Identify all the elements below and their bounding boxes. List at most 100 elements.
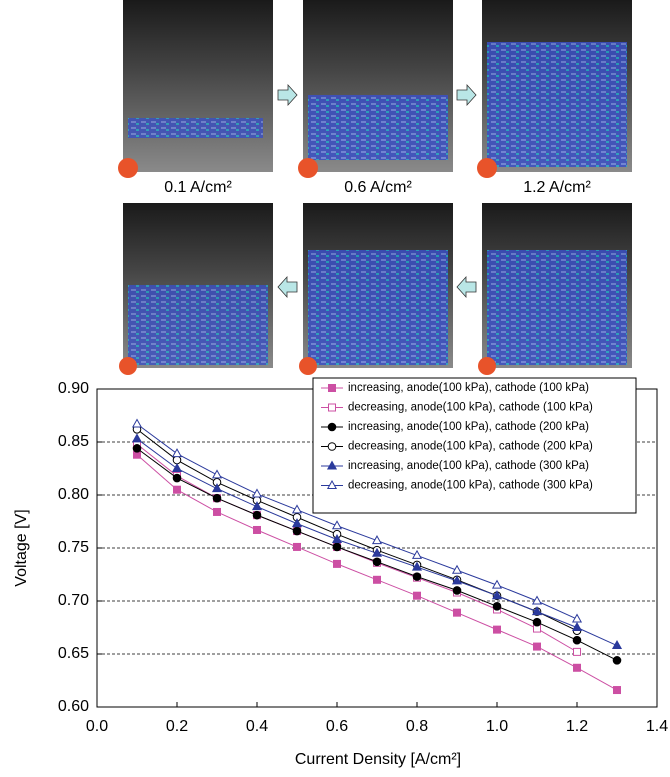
marker [451,564,463,574]
series-line [136,423,578,620]
x-tick-label: 0.2 [166,718,188,735]
hotspot [118,158,138,178]
x-tick-label: 0.4 [246,718,268,735]
hotspot [299,357,317,375]
panel-label: 0.6 A/cm² [344,179,412,196]
marker [171,448,183,458]
water-region [308,95,448,160]
x-tick-label: 0.8 [406,718,428,735]
marker [211,469,223,479]
x-tick-label: 1.2 [566,718,588,735]
x-tick-label: 1.4 [646,718,668,735]
marker [331,533,343,544]
marker [613,686,621,695]
thermal-image [123,0,273,172]
water-region [128,118,263,138]
marker [327,422,337,432]
marker [531,606,543,616]
arrow [456,83,477,107]
y-tick-label: 0.65 [58,645,89,662]
marker [452,586,462,595]
marker [491,579,503,589]
marker [291,504,303,514]
water-region [128,285,268,365]
marker [453,608,461,617]
water-region [308,250,448,365]
marker [131,418,143,428]
hotspot [119,357,137,375]
marker [252,510,262,520]
arrow [456,275,477,299]
marker [532,617,542,627]
panel-label: 1.2 A/cm² [523,179,591,196]
marker [212,493,222,503]
marker [413,591,421,600]
marker [573,647,581,656]
legend: increasing, anode(100 kPa), cathode (100… [312,377,637,514]
marker [411,561,423,571]
marker [251,501,263,511]
legend-label: decreasing, anode(100 kPa), cathode (100… [348,402,593,414]
hotspot [298,158,318,178]
images: 0.1 A/cm² 0.6 A/cm² 1.2 A/cm² [118,0,632,375]
y-tick-label: 0.60 [58,698,89,715]
marker [573,663,581,672]
marker [492,602,502,611]
marker [171,462,183,472]
arrow [277,275,298,299]
y-tick-label: 0.85 [58,433,89,450]
marker [491,590,503,600]
marker [326,479,338,489]
water-region [487,250,627,365]
marker [173,485,181,494]
legend-label: increasing, anode(100 kPa), cathode (200… [348,421,589,433]
x-tick-label: 0.0 [86,718,108,735]
marker [572,635,582,645]
legend-box [312,377,637,514]
marker [373,575,381,584]
marker [451,575,463,585]
marker [328,384,336,392]
marker [611,639,623,650]
y-tick-label: 0.90 [58,380,89,397]
marker [371,535,383,545]
marker [211,483,223,493]
legend-label: decreasing, anode(100 kPa), cathode (200… [348,441,593,453]
y-tick-label: 0.75 [58,539,89,556]
marker [291,518,303,528]
marker [371,547,383,557]
marker [131,433,143,443]
legend-label: decreasing, anode(100 kPa), cathode (300… [348,480,593,492]
panel-label: 0.1 A/cm² [164,179,232,196]
marker [328,403,336,412]
marker [571,613,583,623]
marker [132,444,142,453]
x-axis-label: Current Density [A/cm²] [295,751,461,768]
arrow [277,83,298,107]
legend-label: increasing, anode(100 kPa), cathode (300… [348,460,589,472]
x-tick-label: 1.0 [486,718,508,735]
marker [326,460,338,470]
marker [533,642,541,651]
marker [372,557,382,567]
marker [333,559,341,568]
marker [412,572,422,581]
marker [172,473,182,483]
x-tick-label: 0.6 [326,718,348,735]
y-tick-label: 0.70 [58,592,89,609]
hotspot [478,357,496,375]
marker [331,520,343,530]
marker [332,542,342,552]
marker [253,525,261,534]
marker [213,507,221,516]
marker [493,625,501,634]
marker [293,542,301,551]
marker [251,488,263,498]
water-region [487,42,627,167]
marker [172,455,182,465]
hotspot [477,158,497,178]
y-tick-label: 0.80 [58,486,89,503]
marker [292,526,302,536]
marker [411,549,423,559]
